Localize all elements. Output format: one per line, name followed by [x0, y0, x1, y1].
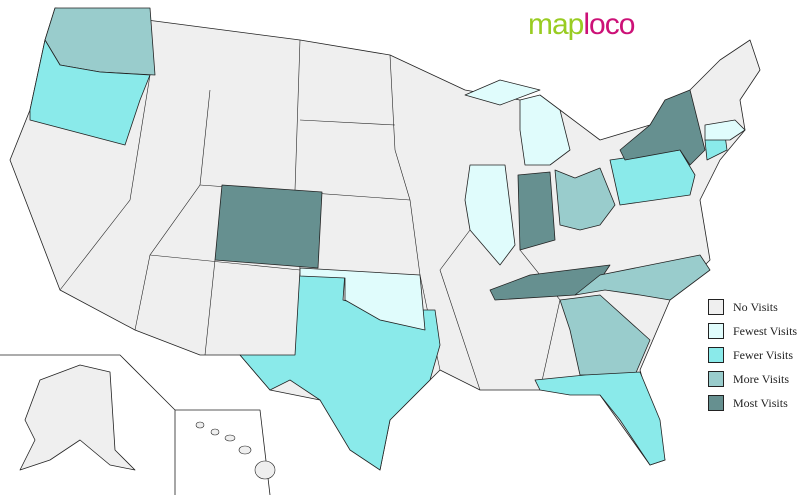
state-oklahoma [299, 267, 426, 331]
legend-label: Fewest Visits [733, 323, 798, 338]
legend-swatch [708, 347, 724, 363]
legend-item: Fewest Visits [708, 319, 797, 343]
state-new-york [619, 89, 706, 166]
legend-item: More Visits [708, 367, 797, 391]
legend-swatch [708, 323, 724, 339]
legend-item: No Visits [708, 295, 797, 319]
legend-swatch [708, 395, 724, 411]
legend-item: Most Visits [708, 391, 797, 415]
state-florida [534, 371, 666, 466]
legend-swatch [708, 371, 724, 387]
legend-item: Fewer Visits [708, 343, 797, 367]
legend-label: Most Visits [733, 395, 788, 410]
state-colorado [214, 184, 323, 269]
state-alaska [19, 364, 136, 471]
state-indiana [517, 171, 556, 251]
state-oregon [29, 39, 151, 146]
hawaii-inset-border [175, 409, 271, 495]
legend-label: More Visits [733, 371, 790, 386]
state-illinois [464, 164, 516, 266]
alaska-inset-border [0, 354, 176, 495]
maploco-logo: maploco [528, 8, 635, 41]
legend-swatch [708, 299, 724, 315]
state-michigan [464, 79, 571, 166]
state-massachusetts [704, 119, 746, 141]
legend-label: Fewer Visits [733, 347, 794, 362]
legend: No Visits Fewest Visits Fewer Visits More V… [708, 295, 797, 415]
state-ohio [554, 167, 616, 231]
legend-label: No Visits [733, 299, 778, 314]
state-hawaii [195, 421, 276, 480]
state-north-carolina [574, 254, 711, 301]
